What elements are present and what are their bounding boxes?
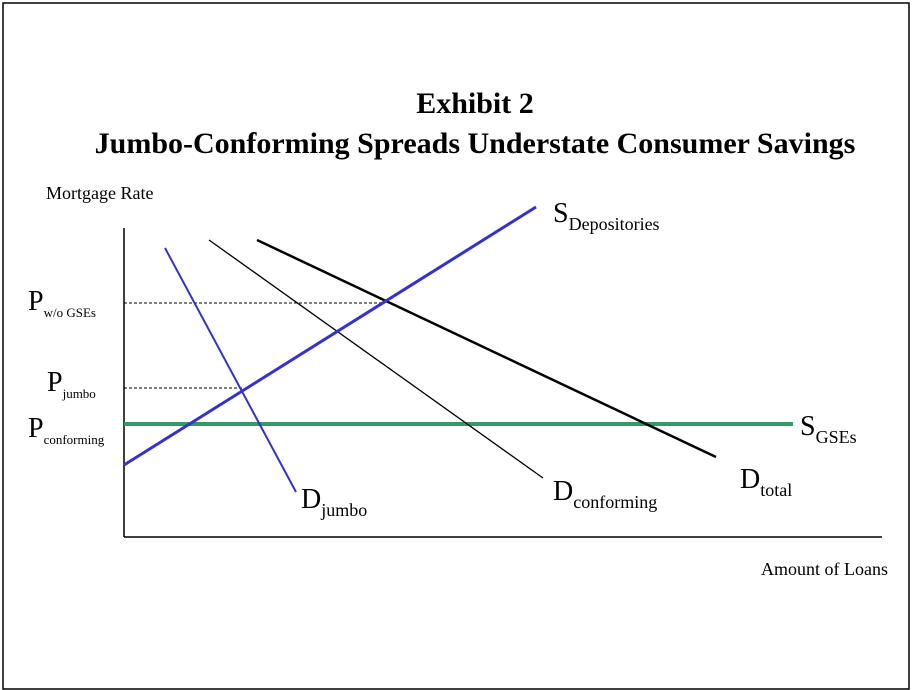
symbol: S bbox=[800, 411, 816, 442]
demand-jumbo bbox=[164, 247, 297, 493]
symbol: P bbox=[28, 286, 44, 317]
title-line2: Jumbo-Conforming Spreads Understate Cons… bbox=[95, 127, 856, 160]
subscript: GSEs bbox=[816, 427, 857, 447]
subscript: jumbo bbox=[62, 386, 96, 401]
y-axis-label: Mortgage Rate bbox=[46, 183, 153, 203]
subscript: Depositories bbox=[569, 214, 660, 234]
x-axis-label: Amount of Loans bbox=[761, 559, 888, 579]
curve-label: Dtotal bbox=[740, 464, 792, 500]
subscript: conforming bbox=[44, 432, 105, 447]
curve-label: SDepositories bbox=[553, 198, 660, 234]
symbol: D bbox=[740, 464, 760, 495]
symbol: P bbox=[47, 367, 63, 398]
supply-depositories bbox=[123, 205, 537, 467]
title-line1: Exhibit 2 bbox=[416, 87, 534, 120]
price-label: Pw/o GSEs bbox=[28, 286, 96, 320]
symbol: D bbox=[553, 476, 573, 507]
curve-label: Djumbo bbox=[301, 484, 367, 520]
subscript: total bbox=[760, 480, 792, 500]
symbol: S bbox=[553, 198, 569, 229]
curve-label: Dconforming bbox=[553, 476, 657, 512]
price-label: Pconforming bbox=[28, 413, 105, 447]
demand-conforming bbox=[208, 239, 544, 479]
subscript: jumbo bbox=[320, 500, 367, 520]
subscript: w/o GSEs bbox=[44, 305, 96, 320]
demand-total bbox=[256, 238, 717, 459]
symbol: P bbox=[28, 413, 44, 444]
price-label: Pjumbo bbox=[47, 367, 96, 401]
subscript: conforming bbox=[573, 492, 657, 512]
symbol: D bbox=[301, 484, 321, 515]
curve-label: SGSEs bbox=[800, 411, 857, 447]
